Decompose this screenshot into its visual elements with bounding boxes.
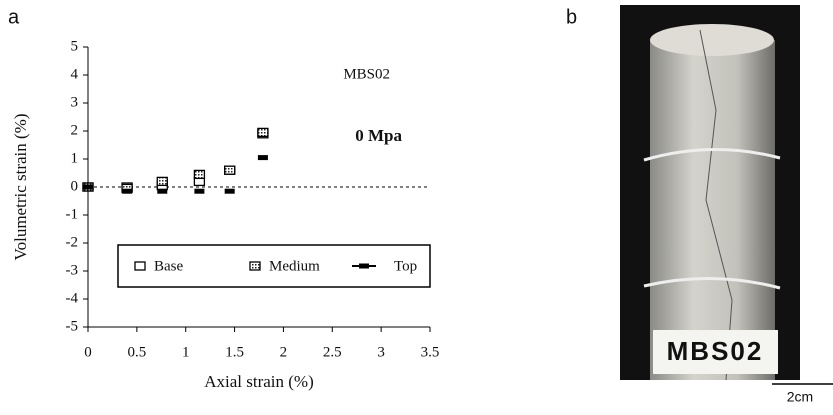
legend-label: Medium xyxy=(269,258,320,274)
legend-label: Base xyxy=(154,258,184,274)
y-tick-label: -2 xyxy=(66,234,79,250)
y-tick-label: 3 xyxy=(71,94,79,110)
y-tick-label: 1 xyxy=(71,150,79,166)
annotation: 0 Mpa xyxy=(355,126,402,145)
x-tick-label: 2.5 xyxy=(323,344,342,360)
legend xyxy=(117,244,431,288)
x-tick-label: 1 xyxy=(182,344,190,360)
y-tick-label: 5 xyxy=(71,38,79,54)
panel-label: b xyxy=(566,6,577,28)
x-tick-label: 0 xyxy=(84,344,92,360)
y-tick-label: 0 xyxy=(71,178,79,194)
point xyxy=(134,261,146,271)
band xyxy=(643,148,781,290)
point xyxy=(257,155,268,161)
y-tick-label: 4 xyxy=(71,66,79,82)
y-tick-label: -5 xyxy=(66,318,79,334)
x-tick-label: 3 xyxy=(377,344,385,360)
sample-top xyxy=(650,24,774,56)
sample-cylinder xyxy=(650,40,775,380)
point xyxy=(193,169,206,180)
label-card xyxy=(653,330,778,374)
sample-label: MBS02 xyxy=(667,336,764,366)
point xyxy=(156,176,168,187)
x-tick-label: 0.5 xyxy=(127,344,146,360)
x-tick-label: 3.5 xyxy=(421,344,440,360)
annotation: MBS02 xyxy=(343,66,390,82)
y-axis-label: Volumetric strain (%) xyxy=(11,114,30,261)
y-tick-label: 2 xyxy=(71,122,79,138)
y-tick-label: -4 xyxy=(66,290,79,306)
point xyxy=(83,184,93,190)
point xyxy=(249,261,261,271)
point xyxy=(157,188,168,194)
point xyxy=(224,165,236,175)
point xyxy=(224,188,235,194)
point xyxy=(194,188,205,194)
x-tick-label: 1.5 xyxy=(225,344,244,360)
x-tick-label: 2 xyxy=(280,344,288,360)
point xyxy=(359,263,369,269)
y-tick-label: -3 xyxy=(66,262,79,278)
photo: MBS02 2cm xyxy=(620,5,833,405)
scale-bar-label: 2cm xyxy=(787,389,813,405)
point xyxy=(257,127,269,138)
x-axis-label: Axial strain (%) xyxy=(204,372,314,391)
panel-label: a xyxy=(8,6,20,28)
legend-label: Top xyxy=(394,258,417,274)
point xyxy=(122,188,133,194)
crack xyxy=(699,29,733,381)
y-tick-label: -1 xyxy=(66,206,79,222)
